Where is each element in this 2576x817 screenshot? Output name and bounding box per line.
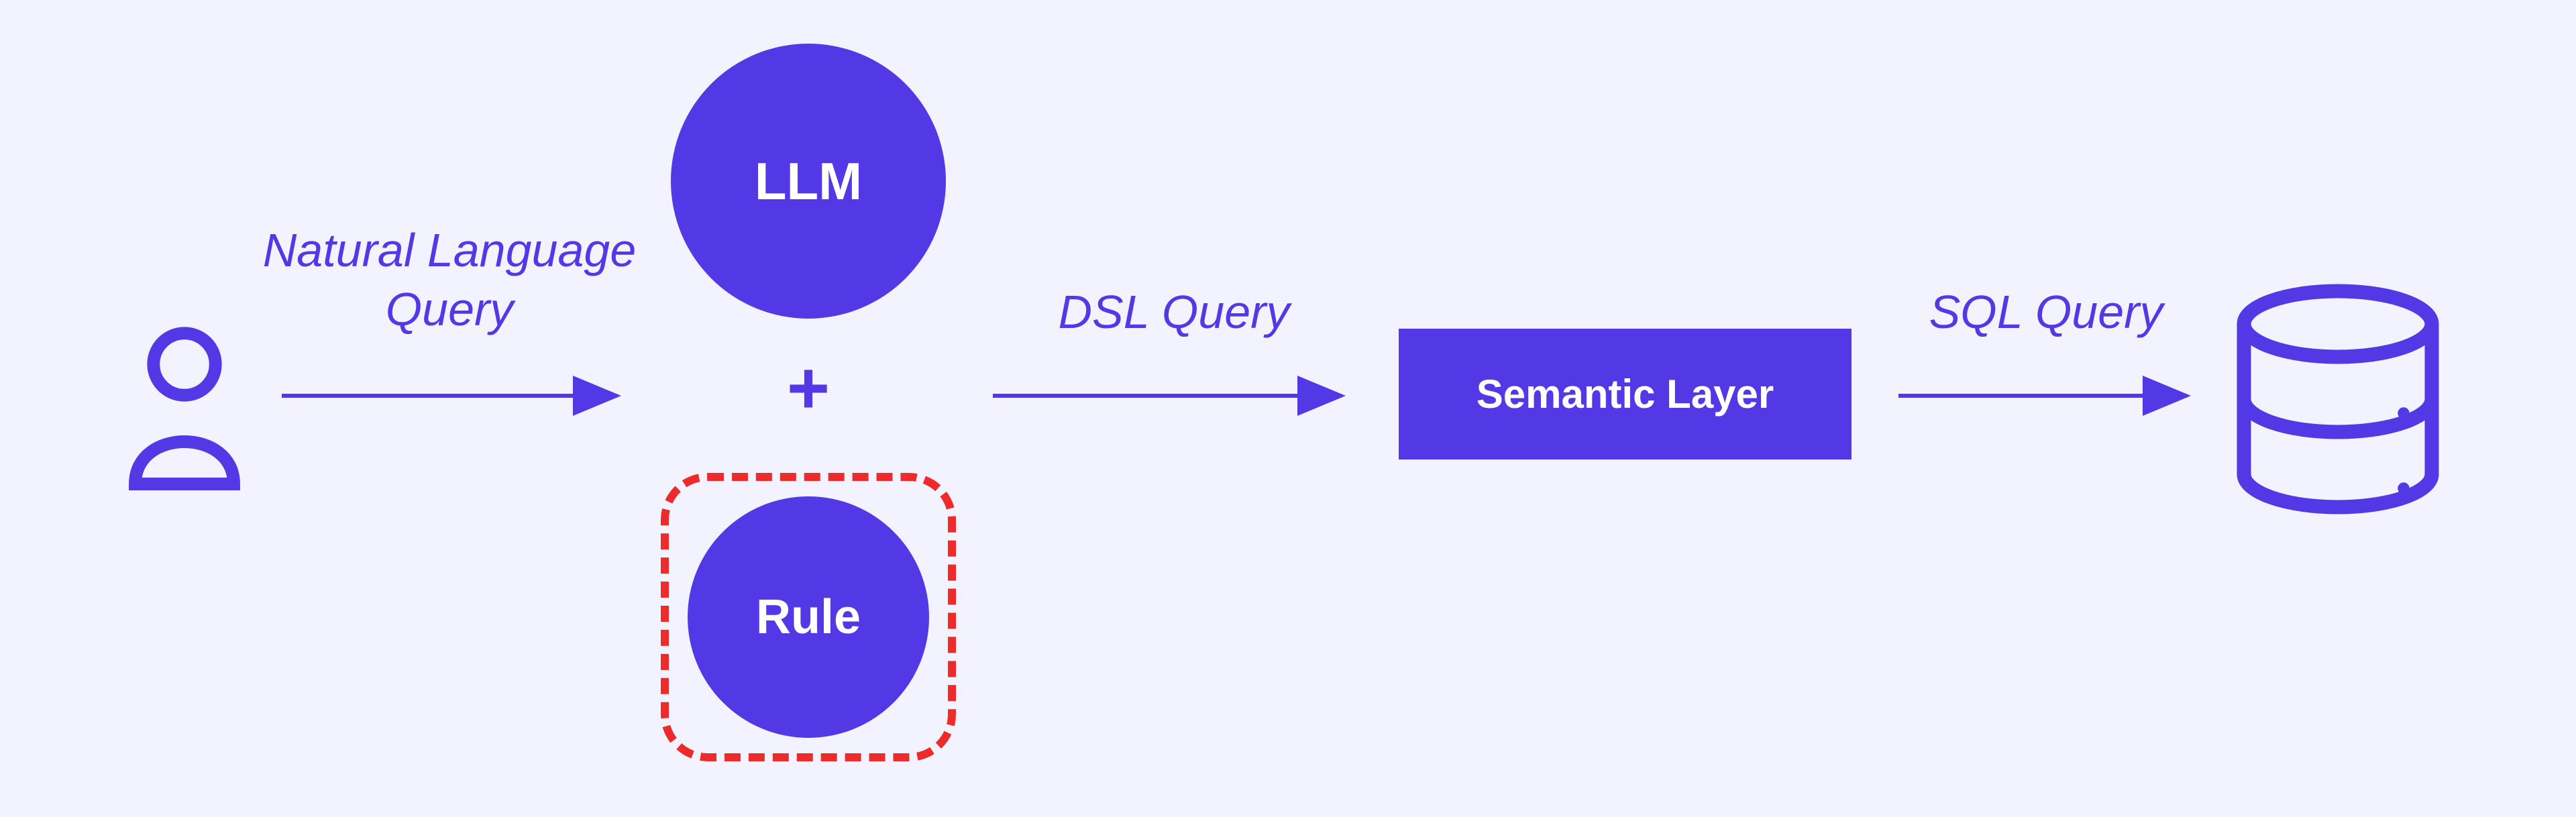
- edge-sql-label: SQL Query: [1845, 285, 2247, 339]
- edge-dsl-label: DSL Query: [973, 285, 1375, 339]
- edge-nlq-label: Natural Language Query: [181, 221, 718, 339]
- arrows-layer: [0, 0, 2576, 817]
- diagram-canvas: LLM + Rule Semantic Layer: [0, 0, 2576, 817]
